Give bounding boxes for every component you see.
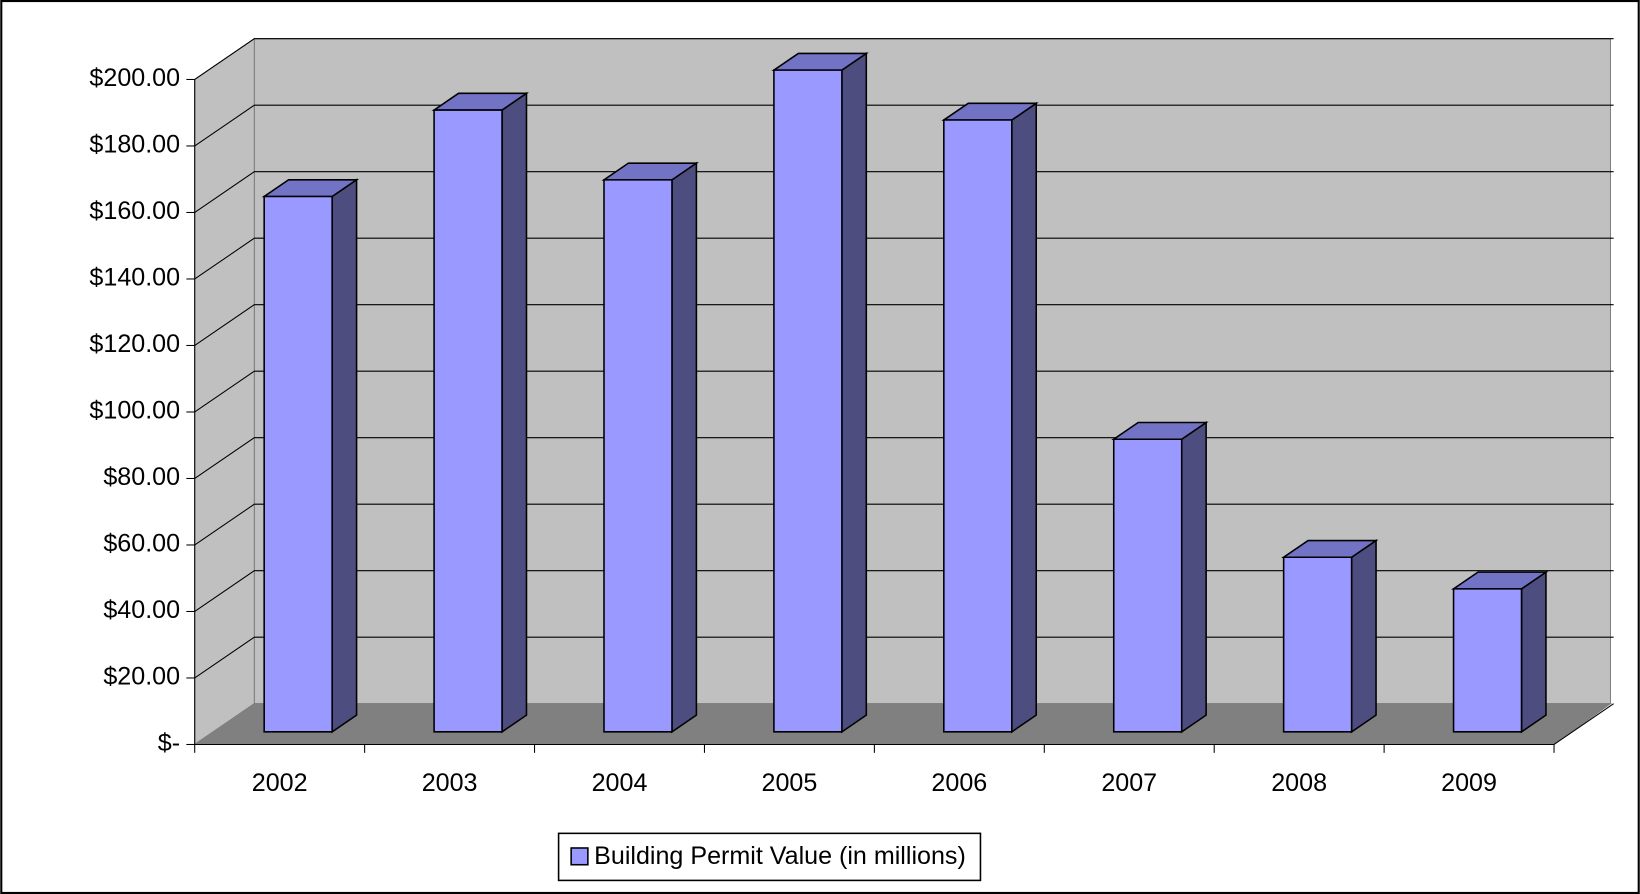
y-tick-label: $160.00 <box>89 197 180 225</box>
grid-line <box>194 304 1614 346</box>
y-tick-label: $140.00 <box>89 264 180 292</box>
bar-side <box>841 51 868 734</box>
bar-side <box>331 178 358 734</box>
x-tick-label: 2004 <box>592 769 648 797</box>
y-tick-label: $80.00 <box>103 463 180 491</box>
bar <box>1111 421 1209 734</box>
x-tick-label: 2002 <box>252 769 308 797</box>
bar-front <box>263 195 333 733</box>
grid-line <box>194 370 1614 413</box>
y-tick-label: $40.00 <box>103 596 180 624</box>
x-tick-label: 2003 <box>422 769 478 797</box>
y-tick-label: $200.00 <box>89 64 180 92</box>
bar <box>1281 539 1379 734</box>
floor-edge <box>1553 703 1614 745</box>
bar <box>601 161 699 734</box>
legend-box <box>557 832 982 882</box>
x-tick-label: 2005 <box>762 769 818 797</box>
bar <box>261 178 360 734</box>
grid-line <box>194 38 1614 80</box>
bar-front <box>1282 556 1353 733</box>
bar-front <box>773 69 843 733</box>
bar-side <box>501 91 528 734</box>
y-tick-label: $20.00 <box>103 663 180 691</box>
bar-side <box>1011 101 1038 734</box>
bar-front <box>1452 588 1523 733</box>
y-tick-label: $60.00 <box>103 530 180 558</box>
bar-side <box>1520 570 1547 734</box>
x-tick-label: 2006 <box>931 769 987 797</box>
bar-front <box>433 109 503 733</box>
bar-front <box>603 179 673 733</box>
x-tick-label: 2008 <box>1271 769 1327 797</box>
plot-walls <box>193 37 1613 746</box>
bar-front <box>1112 438 1183 733</box>
legend-label: Building Permit Value (in millions) <box>594 842 966 870</box>
bar-side <box>1180 421 1207 734</box>
bar-side <box>1350 539 1377 734</box>
x-tick-label: 2007 <box>1101 769 1157 797</box>
legend: Building Permit Value (in millions) <box>557 832 982 882</box>
y-tick-label: $- <box>158 729 180 757</box>
legend-swatch <box>570 847 589 866</box>
bar <box>431 91 530 734</box>
grid-line <box>194 237 1614 280</box>
y-tick-label: $120.00 <box>89 330 180 358</box>
y-tick-label: $100.00 <box>89 397 180 425</box>
y-tick-label: $180.00 <box>89 131 180 159</box>
x-tick-label: 2009 <box>1441 769 1497 797</box>
bar <box>1451 570 1549 734</box>
bar <box>771 51 869 734</box>
floor <box>193 703 1613 745</box>
grid-line <box>194 171 1614 213</box>
bar <box>941 101 1039 734</box>
bar-front <box>943 119 1013 733</box>
grid-line <box>194 104 1614 147</box>
bar-side <box>671 161 698 734</box>
